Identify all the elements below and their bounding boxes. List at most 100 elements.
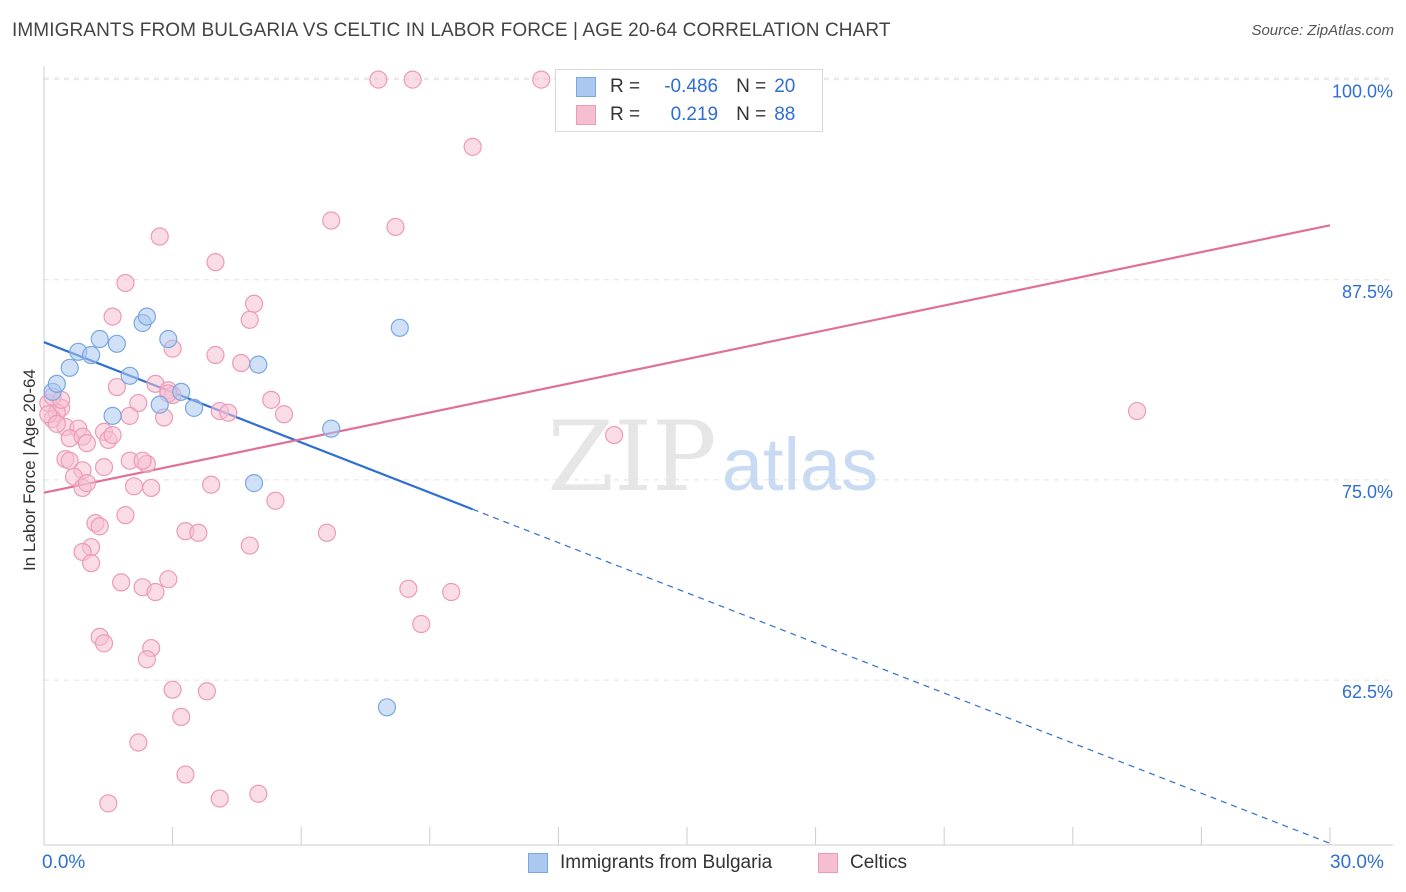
point-celtics [1127, 401, 1147, 421]
chart-title: IMMIGRANTS FROM BULGARIA VS CELTIC IN LA… [12, 20, 891, 41]
point-celtics [159, 570, 178, 589]
point-celtics [150, 227, 169, 246]
point-bulgaria [184, 398, 204, 417]
point-celtics [99, 794, 118, 813]
point-bulgaria [322, 419, 341, 438]
point-celtics [124, 477, 144, 496]
y-tick-label: 100.0% [1332, 82, 1393, 102]
point-celtics [399, 579, 418, 598]
point-celtics [129, 733, 148, 752]
point-bulgaria [159, 329, 178, 349]
point-bulgaria [120, 366, 139, 385]
legend-swatch-celtics [576, 105, 596, 125]
x-tick-max: 30.0% [1330, 852, 1384, 873]
point-bulgaria [107, 334, 126, 353]
correlation-legend: R = -0.486 N = 20 R = 0.219 N = 88 [555, 69, 823, 132]
y-tick-label: 87.5% [1342, 282, 1393, 302]
point-celtics [442, 582, 461, 602]
point-celtics [232, 353, 251, 373]
series-label-celtics: Celtics [850, 852, 908, 873]
point-celtics [240, 310, 259, 329]
series-label-bulgaria: Immigrants from Bulgaria [560, 852, 773, 873]
point-bulgaria [390, 318, 409, 337]
point-celtics [249, 784, 268, 803]
point-celtics [240, 536, 259, 555]
trend-line-bulgaria-extrapolated [472, 508, 1331, 844]
point-celtics [262, 390, 281, 409]
point-bulgaria [377, 698, 397, 717]
legend-n-label: N = [736, 104, 767, 125]
point-celtics [112, 573, 131, 592]
point-celtics [120, 406, 139, 425]
point-bulgaria [60, 358, 79, 377]
point-bulgaria [244, 474, 264, 493]
watermark: ZIP atlas [547, 401, 878, 513]
data-points [39, 70, 1147, 813]
legend-r-value-celtics: 0.219 [670, 104, 719, 125]
legend-n-label: N = [736, 76, 767, 97]
point-celtics [202, 475, 221, 494]
trend-lines [43, 224, 1331, 844]
point-bulgaria [103, 406, 122, 425]
point-bulgaria [90, 329, 109, 349]
point-celtics [94, 634, 114, 653]
source-credit: Source: ZipAtlas.com [1251, 22, 1394, 39]
point-celtics [386, 217, 405, 237]
grid-lines [44, 77, 1393, 681]
watermark-atlas: atlas [722, 423, 878, 506]
point-celtics [163, 680, 182, 699]
point-celtics [369, 70, 388, 89]
point-celtics [94, 458, 114, 477]
point-celtics [103, 425, 122, 445]
point-bulgaria [137, 307, 156, 326]
point-celtics [77, 433, 96, 453]
point-celtics [605, 425, 624, 445]
point-celtics [322, 211, 341, 230]
point-celtics [219, 403, 238, 422]
point-celtics [463, 137, 482, 156]
series-swatch-bulgaria [528, 853, 548, 873]
point-celtics [189, 523, 208, 542]
legend-n-value-bulgaria: 20 [774, 76, 796, 97]
point-bulgaria [150, 395, 169, 414]
point-celtics [206, 345, 225, 365]
point-celtics [206, 253, 225, 272]
legend-n-value-celtics: 88 [774, 104, 796, 125]
watermark-zip: ZIP [547, 401, 716, 513]
point-bulgaria [249, 355, 268, 374]
point-bulgaria [172, 382, 191, 401]
point-celtics [317, 523, 337, 542]
legend-r-label: R = [610, 104, 641, 125]
point-celtics [129, 393, 148, 413]
legend-r-value-bulgaria: -0.486 [664, 76, 719, 97]
point-celtics [142, 478, 161, 498]
point-celtics [77, 474, 96, 493]
trend-line-celtics [43, 224, 1331, 494]
point-celtics [176, 765, 195, 784]
x-tick-min: 0.0% [42, 852, 86, 873]
y-axis-label: In Labor Force | Age 20-64 [20, 369, 39, 571]
point-celtics [210, 789, 229, 808]
point-celtics [197, 682, 216, 701]
point-celtics [137, 650, 156, 669]
point-celtics [146, 582, 165, 602]
point-celtics [274, 405, 294, 424]
y-tick-label: 75.0% [1342, 482, 1393, 502]
point-celtics [532, 70, 551, 89]
point-celtics [107, 377, 126, 397]
point-celtics [82, 554, 101, 573]
trend-line-bulgaria [43, 341, 474, 511]
point-celtics [90, 517, 109, 536]
point-celtics [412, 614, 431, 634]
series-swatch-celtics [818, 853, 838, 873]
legend-row-celtics: R = 0.219 N = 88 [576, 101, 795, 129]
point-bulgaria [47, 374, 66, 393]
legend-row-bulgaria: R = -0.486 N = 20 [576, 73, 795, 101]
point-celtics [116, 506, 135, 525]
point-celtics [47, 414, 66, 433]
point-bulgaria [82, 345, 101, 365]
y-tick-label: 62.5% [1342, 682, 1393, 702]
point-celtics [403, 70, 422, 89]
point-celtics [133, 451, 152, 470]
